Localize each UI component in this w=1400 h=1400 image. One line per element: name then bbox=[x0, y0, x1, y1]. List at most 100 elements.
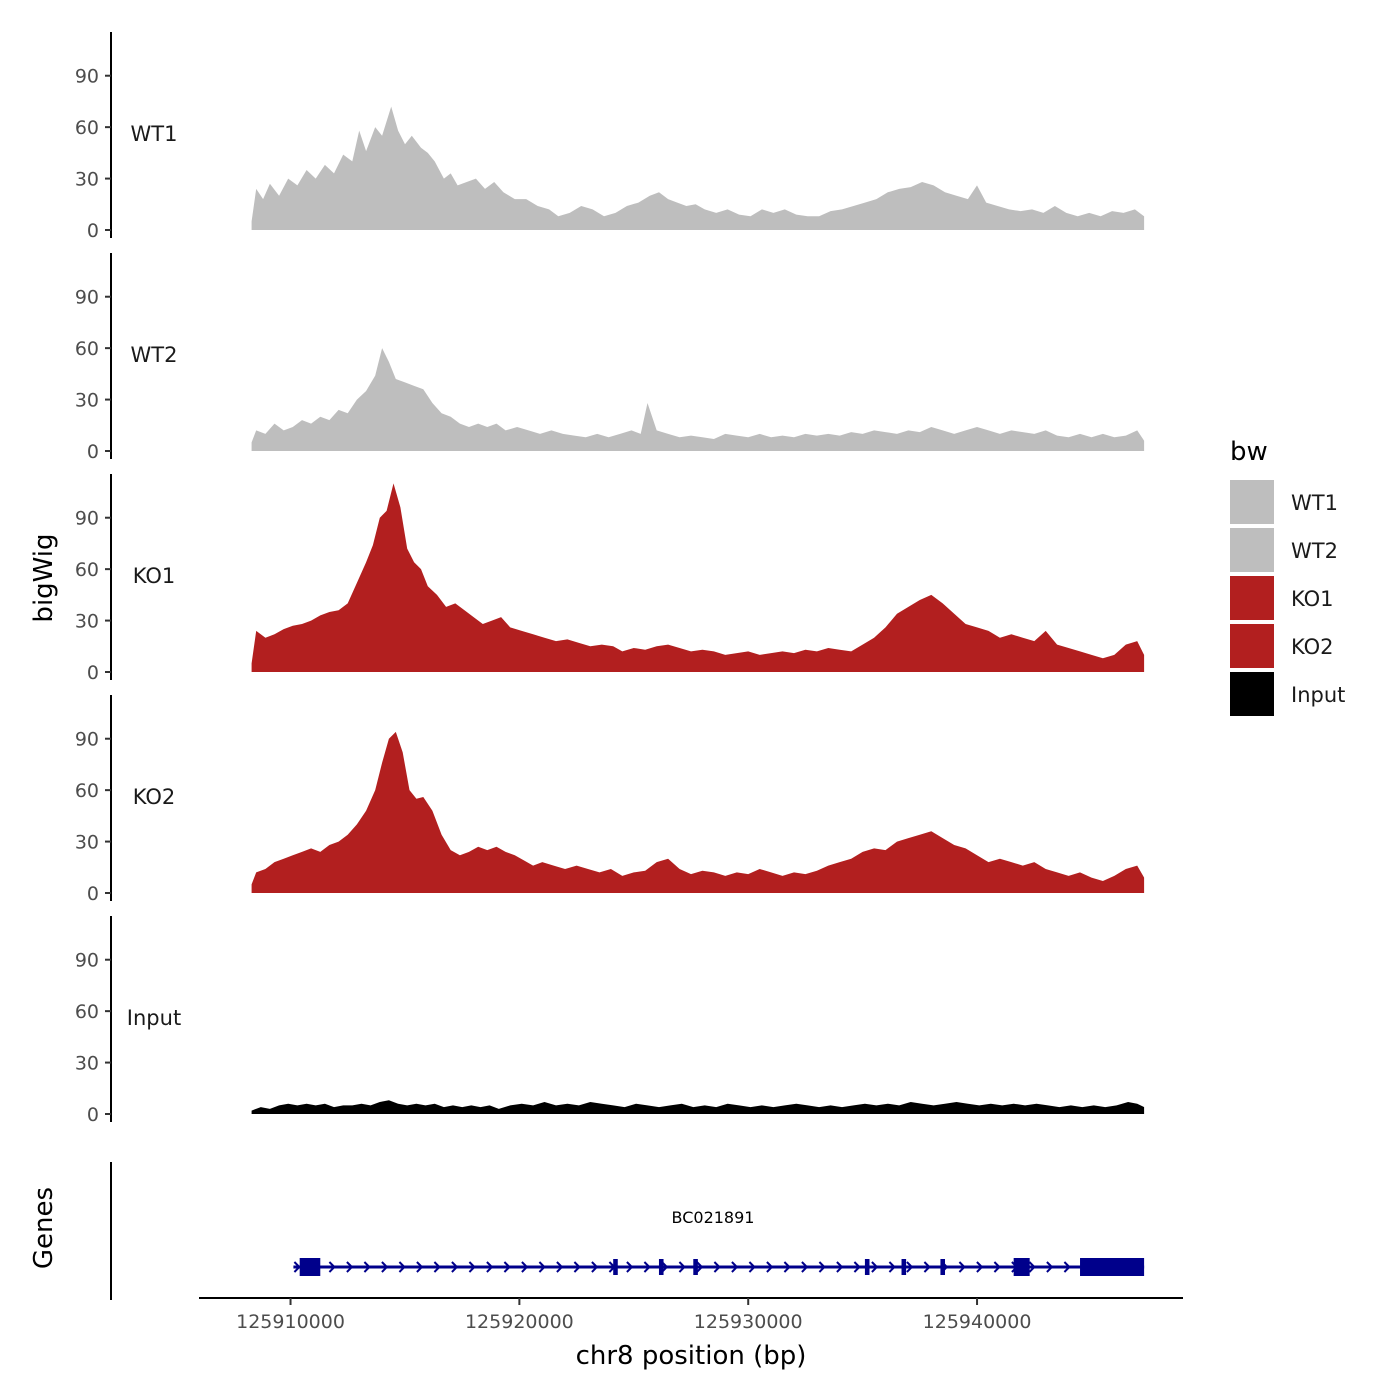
y-tick-label: 60 bbox=[75, 559, 99, 581]
strand-arrow bbox=[346, 1261, 354, 1273]
strand-arrow bbox=[1046, 1261, 1054, 1273]
y-tick-label: 90 bbox=[75, 287, 99, 309]
y-tick-label: 90 bbox=[75, 950, 99, 972]
track-label-wt2: WT2 bbox=[131, 343, 178, 367]
x-tick-label: 125930000 bbox=[694, 1311, 803, 1333]
legend: bw WT1 WT2 KO1 KO2 Input bbox=[1230, 437, 1345, 716]
strand-arrow bbox=[906, 1261, 914, 1273]
x-tick-label: 125920000 bbox=[465, 1311, 574, 1333]
y-tick-label: 30 bbox=[75, 832, 99, 854]
gene-name-label: BC021891 bbox=[672, 1208, 755, 1227]
panel-ko2: 0 30 60 90 KO2 bbox=[75, 695, 1145, 905]
legend-label-ko1: KO1 bbox=[1291, 587, 1334, 611]
x-axis: 125910000 125920000 125930000 125940000 bbox=[199, 1297, 1183, 1333]
strand-arrow bbox=[731, 1261, 739, 1273]
y-tick-label: 0 bbox=[87, 662, 99, 684]
x-tick-label: 125910000 bbox=[236, 1311, 345, 1333]
legend-swatch-wt1 bbox=[1230, 480, 1274, 524]
strand-arrow bbox=[923, 1261, 931, 1273]
signal-area-ko2 bbox=[251, 731, 1145, 893]
panel-wt2: 0 30 60 90 WT2 bbox=[75, 253, 1145, 463]
gene-exon bbox=[658, 1259, 664, 1275]
gene-track: Genes BC021891 bbox=[29, 1162, 1145, 1300]
strand-arrow bbox=[626, 1261, 634, 1273]
track-label-ko2: KO2 bbox=[133, 785, 176, 809]
strand-arrow bbox=[451, 1261, 459, 1273]
strand-arrow bbox=[678, 1261, 686, 1273]
strand-arrow bbox=[643, 1261, 651, 1273]
strand-arrow bbox=[836, 1261, 844, 1273]
signal-area-ko1 bbox=[251, 483, 1145, 672]
legend-swatch-input bbox=[1230, 672, 1274, 716]
strand-arrow bbox=[363, 1261, 371, 1273]
y-tick-label: 30 bbox=[75, 169, 99, 191]
strand-arrow bbox=[573, 1261, 581, 1273]
legend-label-wt2: WT2 bbox=[1291, 539, 1338, 563]
strand-arrow bbox=[293, 1261, 301, 1273]
track-label-input: Input bbox=[127, 1006, 181, 1030]
strand-arrow bbox=[853, 1261, 861, 1273]
gene-exon bbox=[901, 1259, 907, 1275]
y-tick-label: 0 bbox=[87, 883, 99, 905]
strand-arrow bbox=[556, 1261, 564, 1273]
gene-exon bbox=[940, 1259, 946, 1275]
strand-arrow bbox=[1063, 1261, 1071, 1273]
strand-arrow bbox=[713, 1261, 721, 1273]
gene-exon bbox=[1080, 1258, 1145, 1276]
strand-arrow bbox=[416, 1261, 424, 1273]
y-tick-label: 60 bbox=[75, 780, 99, 802]
legend-label-ko2: KO2 bbox=[1291, 635, 1334, 659]
y-tick-label: 30 bbox=[75, 611, 99, 633]
strand-arrow bbox=[381, 1261, 389, 1273]
strand-arrow bbox=[398, 1261, 406, 1273]
gene-exon bbox=[864, 1259, 870, 1275]
y-tick-label: 90 bbox=[75, 66, 99, 88]
panel-ko1: 0 30 60 90 KO1 bbox=[75, 474, 1145, 684]
y-tick-label: 90 bbox=[75, 508, 99, 530]
gene-exon bbox=[299, 1258, 321, 1276]
y-axis-title: bigWig bbox=[29, 533, 59, 622]
legend-swatch-ko1 bbox=[1230, 576, 1274, 620]
strand-arrow bbox=[468, 1261, 476, 1273]
y-tick-label: 90 bbox=[75, 729, 99, 751]
genes-track-title: Genes bbox=[29, 1187, 59, 1269]
y-tick-label: 30 bbox=[75, 1053, 99, 1075]
x-tick-label: 125940000 bbox=[923, 1311, 1032, 1333]
strand-arrow bbox=[766, 1261, 774, 1273]
y-tick-label: 30 bbox=[75, 390, 99, 412]
legend-title: bw bbox=[1230, 437, 1268, 467]
strand-arrow bbox=[958, 1261, 966, 1273]
panel-input: 0 30 60 90 Input bbox=[75, 916, 1145, 1126]
signal-area-input bbox=[251, 1100, 1145, 1114]
strand-arrow bbox=[521, 1261, 529, 1273]
legend-swatch-ko2 bbox=[1230, 624, 1274, 668]
strand-arrow bbox=[503, 1261, 511, 1273]
strand-arrow bbox=[538, 1261, 546, 1273]
y-tick-label: 0 bbox=[87, 1104, 99, 1126]
signal-area-wt1 bbox=[251, 106, 1145, 230]
strand-arrow bbox=[871, 1261, 879, 1273]
signal-area-wt2 bbox=[251, 348, 1145, 451]
legend-label-wt1: WT1 bbox=[1291, 491, 1338, 515]
y-tick-label: 0 bbox=[87, 441, 99, 463]
y-tick-label: 60 bbox=[75, 338, 99, 360]
legend-label-input: Input bbox=[1291, 683, 1345, 707]
legend-swatch-wt2 bbox=[1230, 528, 1274, 572]
gene-exon bbox=[693, 1259, 698, 1275]
strand-arrow bbox=[328, 1261, 336, 1273]
strand-arrow bbox=[696, 1261, 704, 1273]
y-tick-label: 0 bbox=[87, 220, 99, 242]
strand-arrow bbox=[486, 1261, 494, 1273]
strand-arrow bbox=[976, 1261, 984, 1273]
strand-arrow bbox=[748, 1261, 756, 1273]
gene-exon bbox=[1013, 1258, 1030, 1276]
strand-arrow bbox=[783, 1261, 791, 1273]
gene-model bbox=[293, 1258, 1145, 1276]
panel-wt1: 0 30 60 90 WT1 bbox=[75, 32, 1145, 242]
strand-arrow bbox=[993, 1261, 1001, 1273]
gene-exon bbox=[613, 1259, 618, 1275]
track-label-ko1: KO1 bbox=[133, 564, 176, 588]
y-tick-label: 60 bbox=[75, 117, 99, 139]
strand-arrow bbox=[818, 1261, 826, 1273]
